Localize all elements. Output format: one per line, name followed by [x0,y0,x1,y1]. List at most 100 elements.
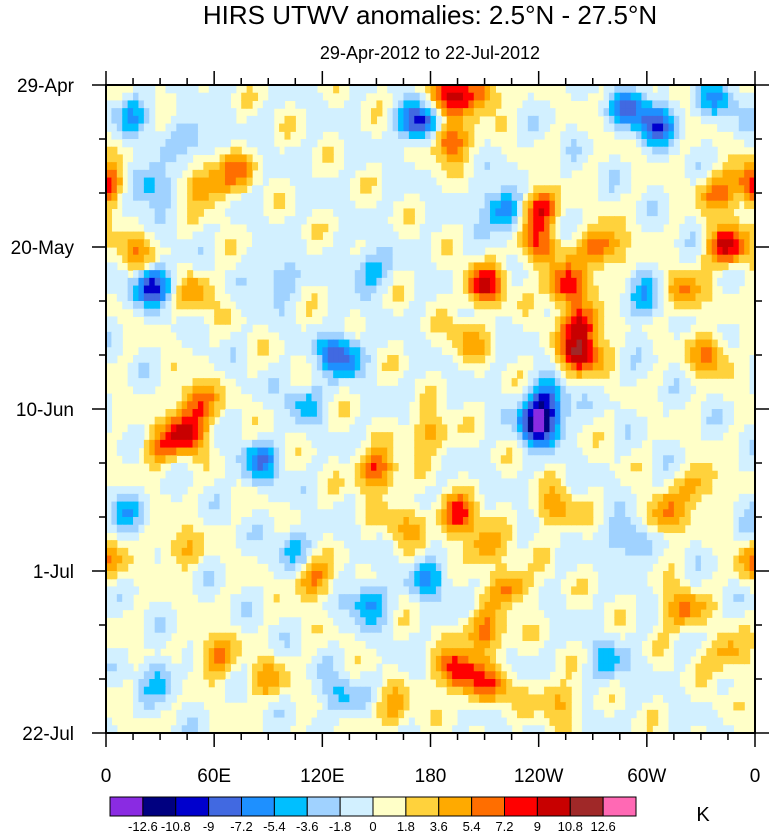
heatmap-cell [284,347,291,356]
heatmap-cell [560,146,567,156]
heatmap-cell [641,100,648,109]
heatmap-cell [333,486,340,495]
heatmap-cell [435,216,442,225]
heatmap-cell [452,162,459,171]
heatmap-cell [430,355,437,364]
heatmap-cell [738,92,745,102]
heatmap-cell [154,193,161,202]
heatmap-cell [408,339,415,348]
heatmap-cell [484,254,491,264]
heatmap-cell [360,355,367,364]
heatmap-cell [495,115,502,125]
heatmap-cell [154,169,161,179]
heatmap-cell [473,208,480,217]
heatmap-cell [333,108,340,117]
heatmap-cell [489,547,496,557]
heatmap-cell [560,347,567,356]
heatmap-cell [354,231,361,240]
heatmap-cell [571,293,578,302]
heatmap-cell [603,370,610,379]
heatmap-cell [565,432,572,441]
heatmap-cell [462,270,469,279]
heatmap-cell [176,123,183,132]
heatmap-cell [354,385,361,395]
heatmap-cell [630,316,637,325]
heatmap-cell [711,108,718,117]
heatmap-cell [711,177,718,186]
heatmap-cell [663,524,670,534]
heatmap-cell [289,154,296,163]
heatmap-cell [560,293,567,302]
heatmap-cell [300,262,307,271]
heatmap-cell [284,231,291,240]
heatmap-cell [738,154,745,163]
heatmap-cell [208,486,215,495]
heatmap-cell [695,293,702,302]
heatmap-cell [414,185,421,194]
heatmap-cell [571,316,578,325]
heatmap-cell [576,308,583,318]
heatmap-cell [127,555,134,564]
heatmap-cell [468,123,475,132]
heatmap-cell [327,185,334,194]
heatmap-cell [430,563,437,572]
heatmap-cell [533,239,540,248]
heatmap-cell [744,131,751,140]
heatmap-cell [522,200,529,210]
heatmap-cell [549,115,556,125]
heatmap-cell [441,355,448,364]
heatmap-cell [544,108,551,117]
heatmap-cell [371,316,378,325]
heatmap-cell [338,123,345,132]
heatmap-cell [295,347,302,356]
heatmap-cell [306,270,313,279]
heatmap-cell [495,285,502,294]
heatmap-cell [300,208,307,217]
heatmap-cell [684,270,691,279]
heatmap-cell [446,270,453,279]
heatmap-cell [360,146,367,156]
heatmap-cell [149,247,156,256]
heatmap-cell [473,385,480,395]
heatmap-cell [625,517,632,526]
heatmap-cell [495,200,502,210]
heatmap-cell [625,331,632,341]
heatmap-cell [365,378,372,387]
heatmap-cell [479,331,486,341]
heatmap-cell [495,563,502,572]
heatmap-cell [268,385,275,395]
heatmap-cell [154,162,161,171]
heatmap-cell [371,277,378,287]
heatmap-cell [273,416,280,426]
heatmap-cell [468,424,475,433]
heatmap-cell [560,301,567,310]
heatmap-cell [371,139,378,148]
heatmap-cell [608,169,615,179]
heatmap-cell [565,254,572,264]
heatmap-cell [376,301,383,310]
heatmap-cell [581,455,588,464]
heatmap-cell [452,385,459,395]
heatmap-cell [452,131,459,140]
heatmap-cell [462,463,469,472]
heatmap-cell [468,470,475,480]
heatmap-cell [489,277,496,287]
heatmap-cell [187,540,194,549]
heatmap-cell [262,277,269,287]
heatmap-cell [517,571,524,580]
heatmap-cell [252,416,259,426]
heatmap-cell [419,470,426,480]
heatmap-cell [468,131,475,140]
heatmap-cell [300,555,307,564]
heatmap-cell [333,208,340,217]
heatmap-cell [262,262,269,271]
heatmap-cell [111,285,118,294]
heatmap-cell [160,486,167,495]
heatmap-cell [257,247,264,256]
heatmap-cell [197,139,204,148]
heatmap-cell [446,455,453,464]
heatmap-cell [641,339,648,348]
heatmap-cell [176,424,183,433]
heatmap-cell [268,540,275,549]
heatmap-cell [630,547,637,557]
